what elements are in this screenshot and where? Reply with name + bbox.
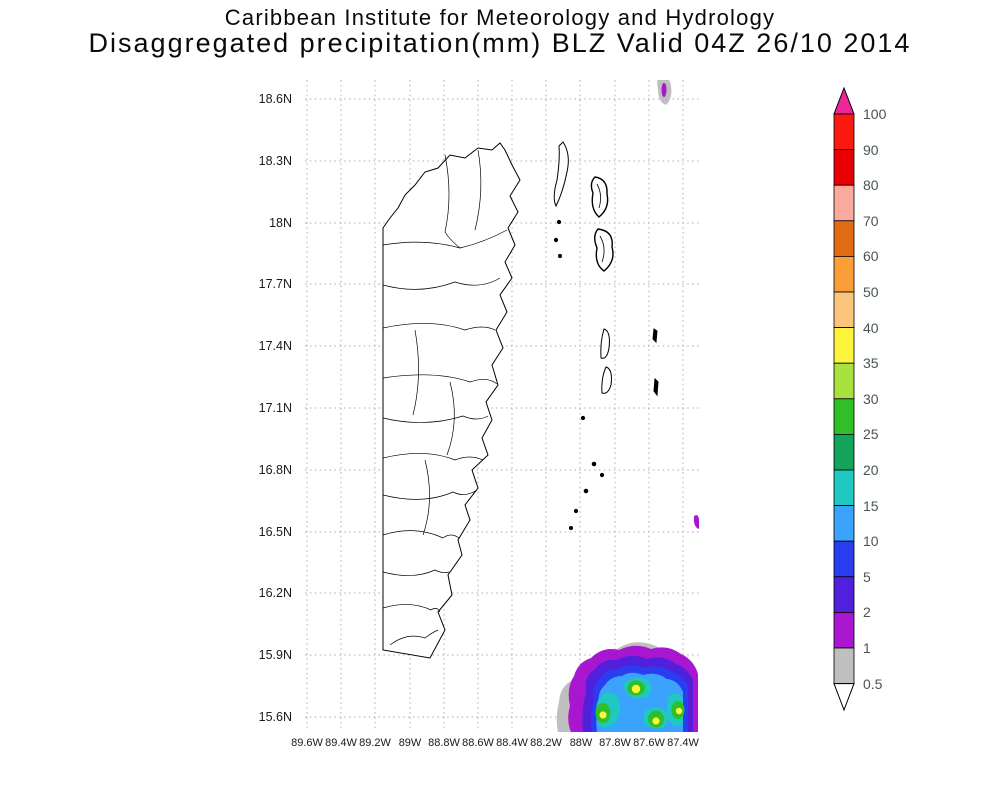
colorbar-tick-label: 20 bbox=[863, 462, 879, 478]
colorbar-tick-label: 1 bbox=[863, 640, 871, 656]
precip-core-35-40mm bbox=[599, 711, 607, 719]
lon-tick-label: 88.8W bbox=[428, 737, 460, 749]
precip-core-35-40mm bbox=[631, 684, 641, 694]
precipitation-cell-east-edge bbox=[693, 515, 699, 529]
colorbar-tick-label: 5 bbox=[863, 569, 871, 585]
precip-shade-1-2mm bbox=[693, 515, 699, 529]
lighthouse-reef-south bbox=[601, 366, 612, 394]
lon-tick-label: 87.8W bbox=[599, 737, 631, 749]
lat-tick-label: 18.6N bbox=[258, 92, 292, 106]
precip-core-35-40mm bbox=[652, 717, 660, 725]
lon-tick-label: 87.4W bbox=[667, 737, 699, 749]
colorbar-segment bbox=[833, 291, 855, 328]
precipitation-cell-northeast bbox=[657, 80, 672, 105]
colorbar-tick-label: 60 bbox=[863, 248, 879, 264]
lat-tick-label: 17.4N bbox=[258, 339, 292, 353]
colorbar-segment bbox=[833, 149, 855, 186]
precipitation-cell-southeast bbox=[556, 642, 698, 732]
colorbar-segment bbox=[833, 255, 855, 293]
lat-tick-label: 16.5N bbox=[258, 525, 292, 539]
colorbar-segment bbox=[833, 576, 855, 613]
colorbar-tick-label: 30 bbox=[863, 391, 879, 407]
colorbar-tick-label: 90 bbox=[863, 142, 879, 158]
lon-tick-label: 88W bbox=[569, 737, 593, 749]
precipitation-colorbar bbox=[833, 86, 855, 712]
lon-tick-label: 89.2W bbox=[359, 737, 391, 749]
precip-core-35-40mm bbox=[675, 707, 683, 715]
offshore-cayes bbox=[553, 141, 659, 530]
colorbar-segment bbox=[833, 433, 855, 471]
colorbar-segment bbox=[833, 647, 855, 684]
colorbar-segment bbox=[833, 540, 855, 578]
colorbar-segment bbox=[833, 362, 855, 400]
colorbar-segment bbox=[833, 184, 855, 222]
lat-tick-label: 15.6N bbox=[258, 710, 292, 724]
colorbar-arrow-top bbox=[833, 86, 855, 115]
belize-map bbox=[305, 80, 700, 732]
colorbar-segment bbox=[833, 220, 855, 257]
colorbar-tick-label: 80 bbox=[863, 177, 879, 193]
lat-tick-label: 15.9N bbox=[258, 648, 292, 662]
colorbar-segment bbox=[833, 469, 855, 506]
colorbar-segment bbox=[833, 327, 855, 364]
lat-tick-label: 17.7N bbox=[258, 277, 292, 291]
lat-tick-label: 18N bbox=[269, 216, 292, 230]
colorbar-tick-label: 35 bbox=[863, 355, 879, 371]
lon-tick-label: 89.6W bbox=[291, 737, 323, 749]
product-title: Disaggregated precipitation(mm) BLZ Vali… bbox=[88, 28, 912, 58]
institute-title: Caribbean Institute for Meteorology and … bbox=[224, 5, 776, 30]
colorbar-segment bbox=[833, 505, 855, 542]
colorbar-tick-label: 25 bbox=[863, 426, 879, 442]
turneffe-north bbox=[590, 176, 609, 218]
colorbar-tick-label: 2 bbox=[863, 604, 871, 620]
belize-coastline bbox=[382, 142, 521, 659]
colorbar-segment bbox=[833, 398, 855, 435]
lighthouse-reef-north bbox=[600, 328, 610, 359]
colorbar-tick-label: 70 bbox=[863, 213, 879, 229]
colorbar-tick-label: 0.5 bbox=[863, 676, 883, 692]
lon-tick-label: 87.6W bbox=[633, 737, 665, 749]
lon-tick-label: 89.4W bbox=[325, 737, 357, 749]
lat-tick-label: 16.8N bbox=[258, 463, 292, 477]
lat-tick-label: 17.1N bbox=[258, 401, 292, 415]
colorbar-segment bbox=[833, 612, 855, 649]
precip-shade-1-2mm bbox=[661, 83, 667, 97]
colorbar-segment bbox=[833, 113, 855, 150]
ambergris-caye bbox=[553, 141, 569, 208]
district-boundaries bbox=[382, 149, 508, 646]
lon-tick-label: 88.2W bbox=[530, 737, 562, 749]
lat-tick-label: 16.2N bbox=[258, 586, 292, 600]
colorbar-arrow-bottom bbox=[833, 683, 855, 712]
colorbar-tick-label: 100 bbox=[863, 106, 887, 122]
colorbar-tick-label: 50 bbox=[863, 284, 879, 300]
lon-tick-label: 88.4W bbox=[496, 737, 528, 749]
lon-tick-label: 88.6W bbox=[462, 737, 494, 749]
lat-tick-label: 18.3N bbox=[258, 154, 292, 168]
colorbar-tick-label: 10 bbox=[863, 533, 879, 549]
lon-tick-label: 89W bbox=[398, 737, 422, 749]
colorbar-tick-label: 40 bbox=[863, 320, 879, 336]
colorbar-tick-label: 15 bbox=[863, 498, 879, 514]
